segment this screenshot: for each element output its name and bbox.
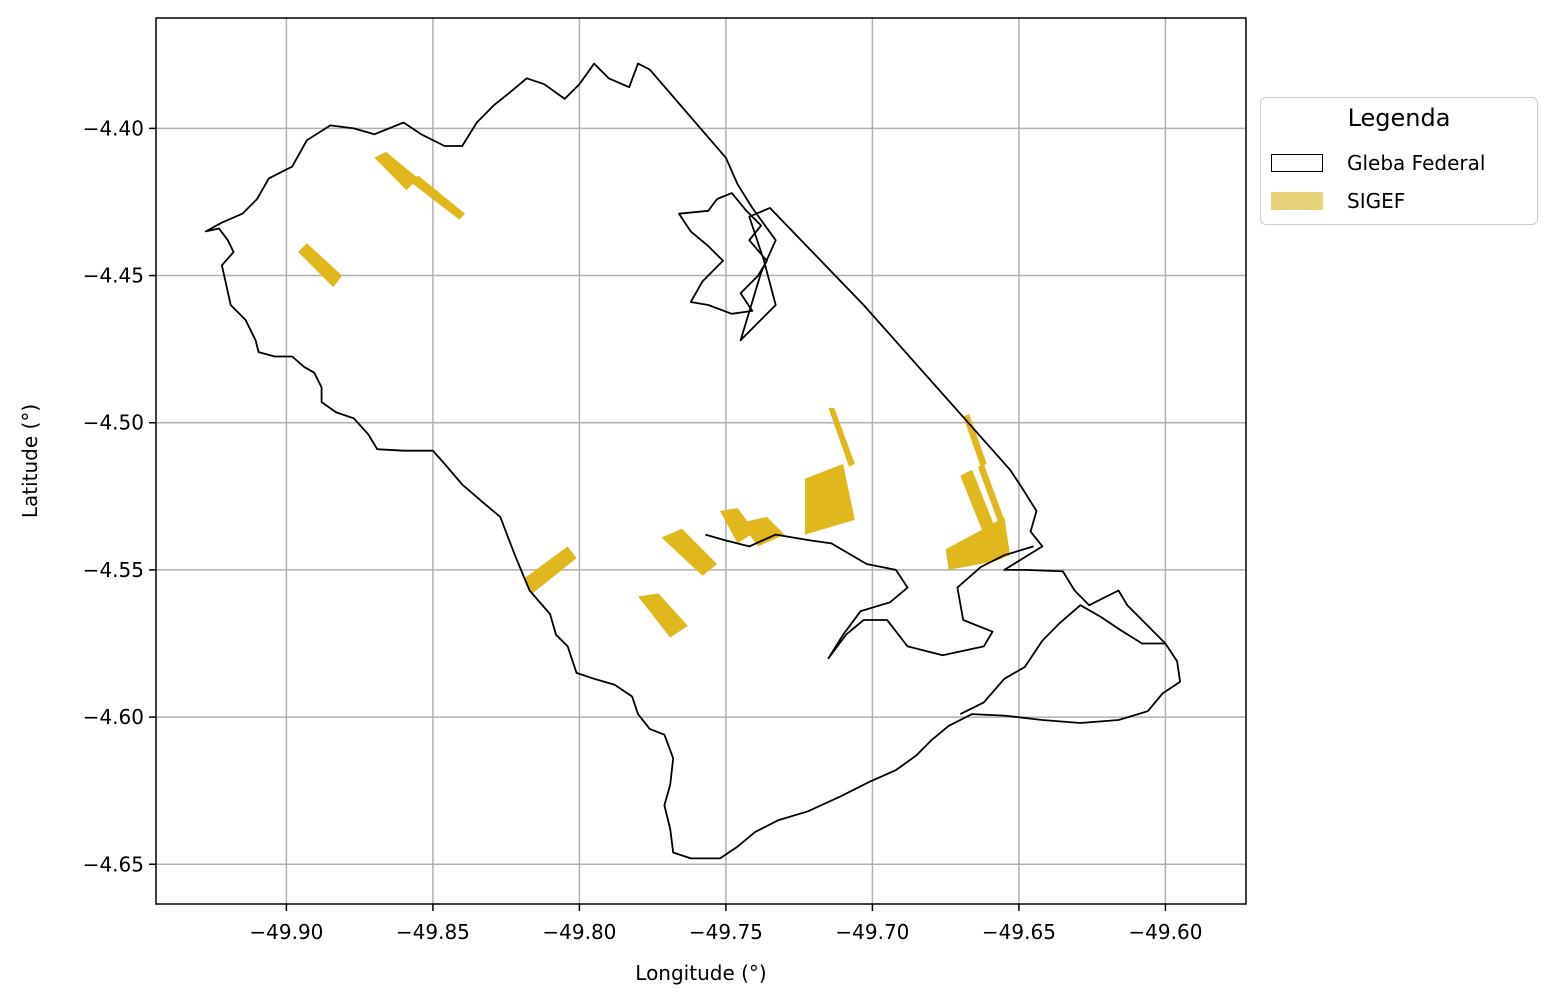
map-layers [204,62,1181,860]
y-tick-label: −4.50 [83,411,144,435]
y-tick-label: −4.55 [83,558,144,582]
gleba-federal-boundary-segment [959,604,1166,715]
x-tick-label: −49.65 [982,920,1056,944]
y-tick-label: −4.45 [83,264,144,288]
sigef-parcel [740,516,785,547]
legend-swatch-gleba-federal [1271,154,1323,172]
sigef-parcel [960,469,996,535]
legend-title: Legenda [1347,104,1451,132]
gleba-federal-boundary-segment [678,192,768,315]
sigef-parcel [963,413,987,467]
sigef-parcel [977,463,1005,523]
sigef-parcel [298,243,343,288]
axis-ticks: −49.90 −49.85 −49.80 −49.75 −49.70 −49.65 −49.… [83,116,1203,944]
sigef-parcel [945,516,1011,570]
y-tick-label: −4.65 [83,852,144,876]
sigef-parcel [805,463,855,535]
legend-label-gleba-federal: Gleba Federal [1347,151,1486,175]
x-axis-label: Longitude (°) [635,961,766,985]
sigef-parcel [638,593,688,638]
x-tick-label: −49.85 [396,920,470,944]
x-tick-label: −49.60 [1128,920,1202,944]
sigef-parcel [720,508,756,544]
y-tick-label: −4.40 [83,116,144,140]
x-tick-label: −49.80 [542,920,616,944]
sigef-parcel [523,546,577,594]
legend-swatch-sigef [1271,192,1323,210]
plot-frame [155,17,1247,905]
y-tick-label: −4.60 [83,705,144,729]
y-axis-label: Latitude (°) [18,404,42,518]
legend-entry-sigef: SIGEF [1271,189,1405,213]
gleba-federal-boundary-segment [705,533,1034,660]
x-tick-label: −49.75 [689,920,763,944]
sigef-parcel [661,528,718,576]
legend-label-sigef: SIGEF [1347,189,1406,213]
sigef-parcel [828,408,855,467]
sigef-parcel [374,151,419,191]
sigef-parcel [409,175,466,220]
x-tick-label: −49.70 [835,920,909,944]
x-tick-label: −49.90 [249,920,323,944]
gleba-federal-boundary [204,62,1181,860]
legend-entry-gleba-federal: Gleba Federal [1271,151,1485,175]
legend: Legenda Gleba Federal SIGEF [1260,97,1538,225]
